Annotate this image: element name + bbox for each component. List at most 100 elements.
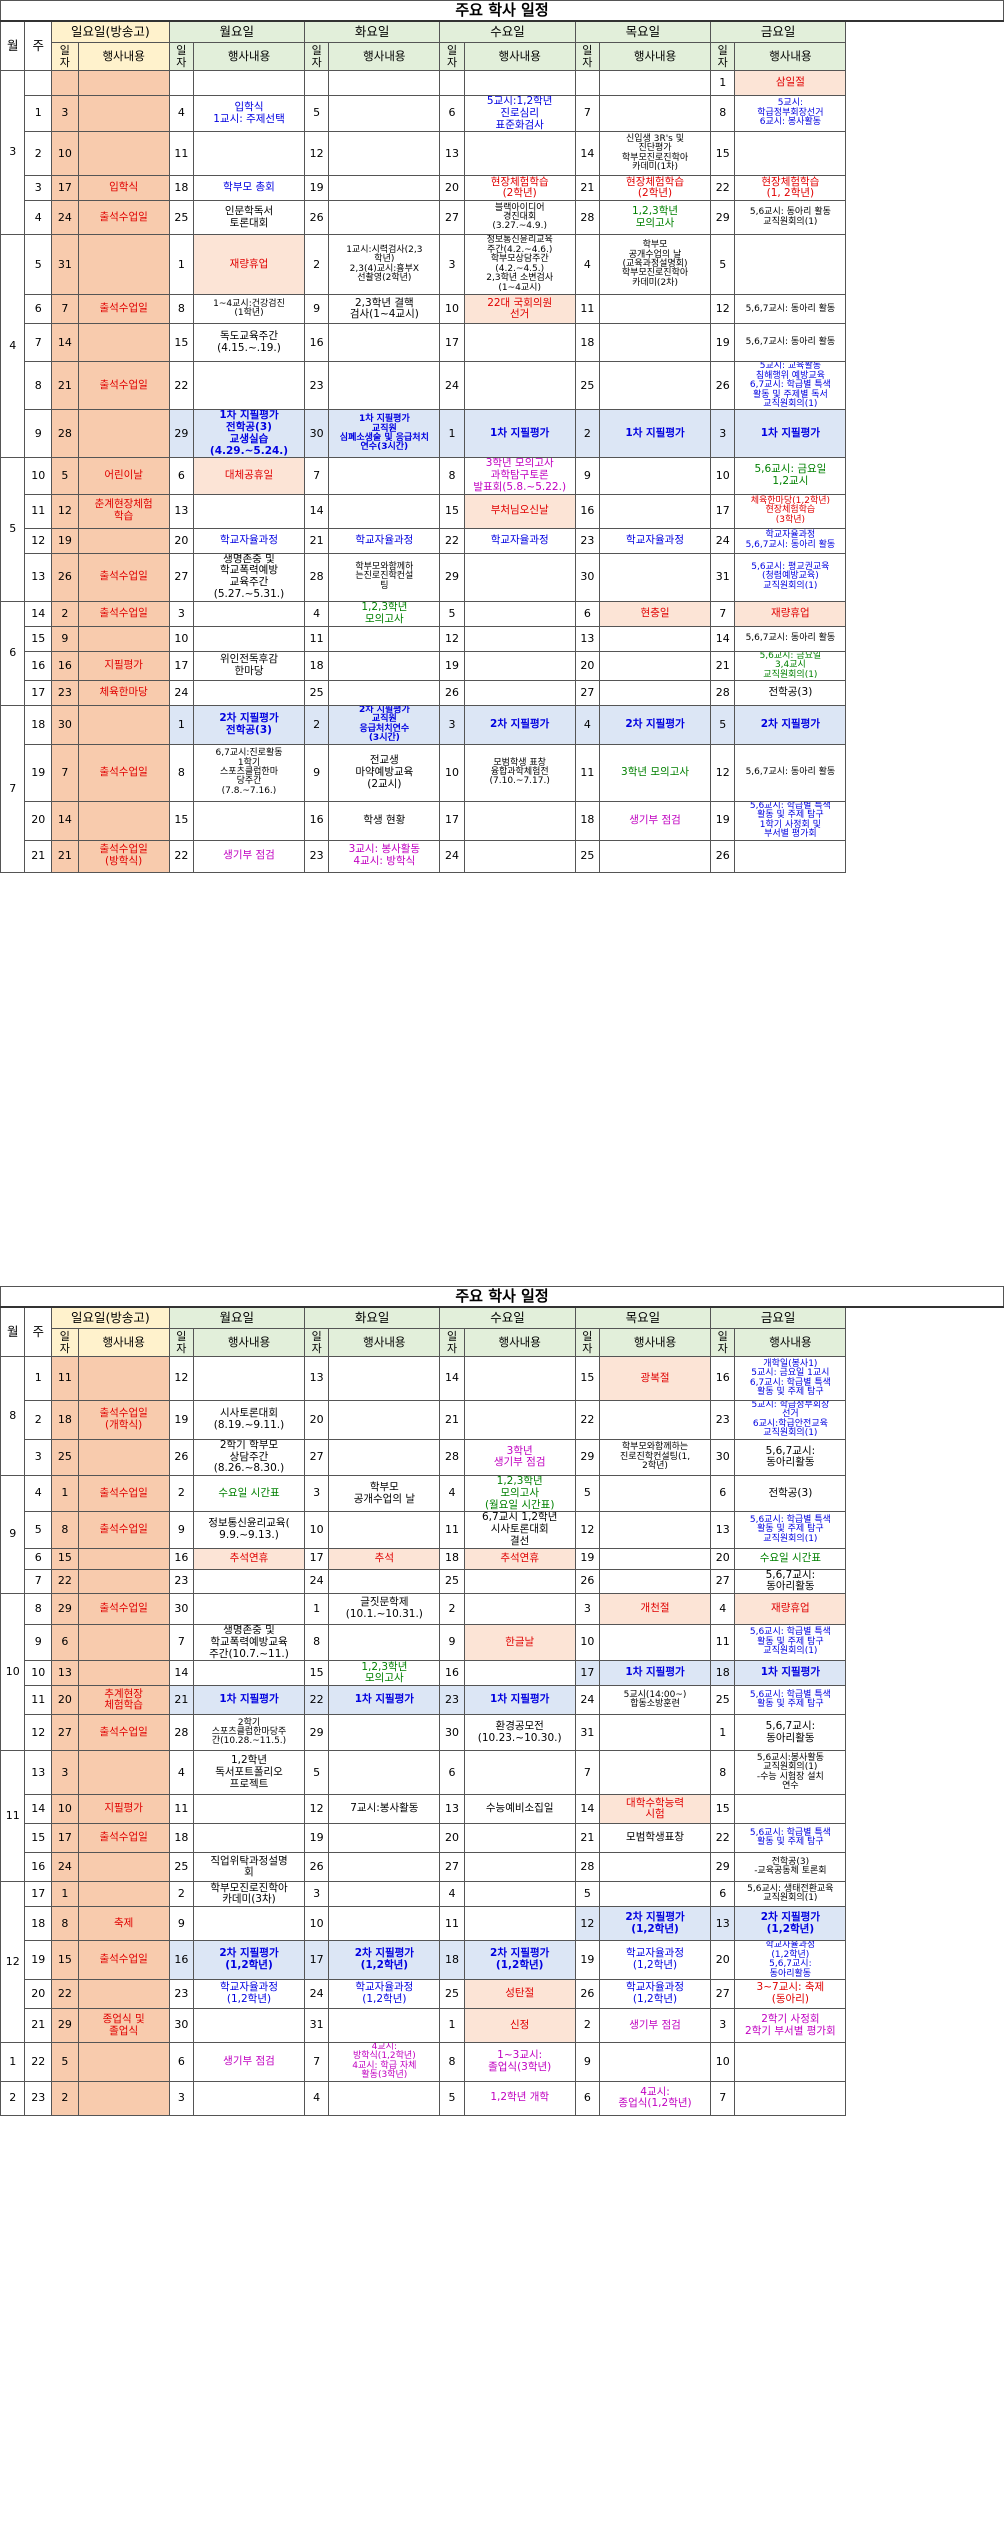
week-number: 6 — [24, 1547, 53, 1570]
date-number: 14 — [709, 625, 736, 652]
date-number: 10 — [168, 625, 195, 652]
day-header: 목요일 — [574, 1306, 712, 1329]
date-number: 10 — [51, 131, 79, 177]
week-number: 14 — [24, 1794, 53, 1825]
date-number: 1 — [168, 234, 195, 296]
week-row: 12 27 출석수업일 28 2학기 스포츠클럽한마당주 간(10.28.~11.5.)… — [1, 1714, 1004, 1752]
date-number: 11 — [168, 1794, 195, 1825]
event-text — [328, 680, 441, 706]
event-text — [193, 800, 305, 841]
date-number: 24 — [439, 361, 465, 411]
date-number: 28 — [439, 1438, 465, 1477]
week-number: 9 — [24, 1623, 53, 1662]
week-number: 9 — [24, 409, 53, 459]
event-text: 학교자율과정 (1,2학년) 5,6,7교시: 동아리활동 — [734, 1940, 847, 1980]
event-text — [599, 839, 711, 873]
date-number: 26 — [303, 200, 330, 236]
week-row: 15 9 10 11 12 13 14 5,6,7교시: 동아리 활동 — [1, 625, 1004, 652]
event-text — [193, 1660, 305, 1687]
date-number: 24 — [51, 1852, 79, 1883]
date-number: 19 — [709, 800, 736, 841]
week-row: 5 8 출석수업일 9 정보통신윤리교육( 9.9.~9.13.) 10 11 6,7교시 1… — [1, 1511, 1004, 1549]
date-number: 30 — [51, 705, 79, 745]
event-text: 시사토론대회 (8.19.~9.11.) — [193, 1400, 305, 1440]
date-number: 21 — [439, 1400, 465, 1440]
event-text — [463, 1593, 576, 1625]
event-text: 출석수업일 — [77, 294, 170, 325]
event-text — [734, 234, 847, 296]
event-text: 학교자율과정 — [328, 527, 441, 554]
event-text: 3학년 모의고사 — [599, 743, 711, 802]
event-text: 대체공휴일 — [193, 457, 305, 495]
event-text: 체육한마당(1,2학년) 현장체험학습 (3학년) — [734, 493, 847, 529]
date-number: 24 — [439, 839, 465, 873]
event-text: 지필평가 — [77, 1794, 170, 1825]
date-number: 11 — [439, 1511, 465, 1549]
day-header: 월요일 — [168, 20, 305, 43]
date-number: 3 — [168, 600, 195, 627]
date-number: 25 — [439, 1979, 465, 2009]
event-text: 5교시(14:00~) 합동소방훈련 — [599, 1685, 711, 1716]
date-number: 12 — [303, 131, 330, 177]
date-number: 9 — [51, 625, 79, 652]
date-col-header: 일 자 — [168, 1328, 195, 1357]
date-number: 20 — [439, 175, 465, 202]
date-col-header: 일 자 — [439, 1328, 465, 1357]
event-text — [734, 1794, 847, 1825]
date-number: 12 — [439, 625, 465, 652]
event-text: 1,2,3학년 모의고사 (월요일 시간표) — [463, 1474, 576, 1513]
event-text: 출석수업일 — [77, 552, 170, 602]
date-number: 4 — [303, 2080, 330, 2116]
date-number: 6 — [439, 94, 465, 133]
event-text — [599, 1400, 711, 1440]
date-number: 12 — [168, 1356, 195, 1401]
event-text: 1~4교시:건강검진 (1학년) — [193, 294, 305, 325]
date-number: 25 — [574, 839, 601, 873]
month-cell: 5 — [0, 457, 26, 602]
event-text — [77, 323, 170, 363]
event-text: 4교시: 방학식(1,2학년) 4교시: 학급 자체 활동(3학년) — [328, 2042, 441, 2082]
event-col-header: 행사내용 — [463, 1328, 576, 1357]
event-text: 학교자율과정 — [463, 527, 576, 554]
date-number: 17 — [168, 650, 195, 682]
date-number: 5 — [303, 94, 330, 133]
schedule-table-1: 주요 학사 일정 월 주 일요일(방송고) 월요일 화요일 수요일 목요일 금요일 일 자 행사내용… — [0, 0, 1004, 873]
date-number: 16 — [303, 800, 330, 841]
date-number: 20 — [574, 650, 601, 682]
event-text — [463, 1356, 576, 1401]
event-text — [328, 361, 441, 411]
event-text: 5,6교시: 평교권교육 (청렴예방교육) 교직원회의(1) — [734, 552, 847, 602]
event-text: 5,6교시: 금요일 3,4교시 교직원회의(1) — [734, 650, 847, 682]
date-number: 6 — [574, 600, 601, 627]
week-number: 23 — [24, 2080, 53, 2116]
date-number: 16 — [574, 493, 601, 529]
date-number: 10 — [303, 1511, 330, 1549]
date-number: 8 — [709, 94, 736, 133]
event-text — [328, 200, 441, 236]
event-text: 2학기 스포츠클럽한마당주 간(10.28.~11.5.) — [193, 1714, 305, 1752]
event-text — [328, 625, 441, 652]
event-text: 성탄절 — [463, 1979, 576, 2009]
date-number: 20 — [709, 1940, 736, 1980]
date-number: 15 — [574, 1356, 601, 1401]
date-number: 11 — [51, 1356, 79, 1401]
date-number: 4 — [574, 705, 601, 745]
date-number: 29 — [574, 1438, 601, 1477]
event-text — [193, 1794, 305, 1825]
date-number: 17 — [51, 1823, 79, 1854]
event-text — [328, 131, 441, 177]
date-number: 5 — [303, 1750, 330, 1796]
event-text: 5,6,7교시: 동아리활동 — [734, 1568, 847, 1594]
week-number: 18 — [24, 705, 53, 745]
date-number: 24 — [303, 1979, 330, 2009]
event-text: 독도교육주간 (4.15.~.19.) — [193, 323, 305, 363]
week-number: 7 — [24, 1568, 53, 1594]
date-number: 25 — [168, 200, 195, 236]
date-number: 12 — [303, 1794, 330, 1825]
event-text: 6,7교시:진로활동 1학기 스포츠클럽한마 당주간 (7.8.~7.16.) — [193, 743, 305, 802]
date-number: 12 — [574, 1906, 601, 1942]
date-number: 30 — [574, 552, 601, 602]
week-number: 3 — [24, 1438, 53, 1477]
event-text: 축제 — [77, 1906, 170, 1942]
event-text — [328, 1400, 441, 1440]
